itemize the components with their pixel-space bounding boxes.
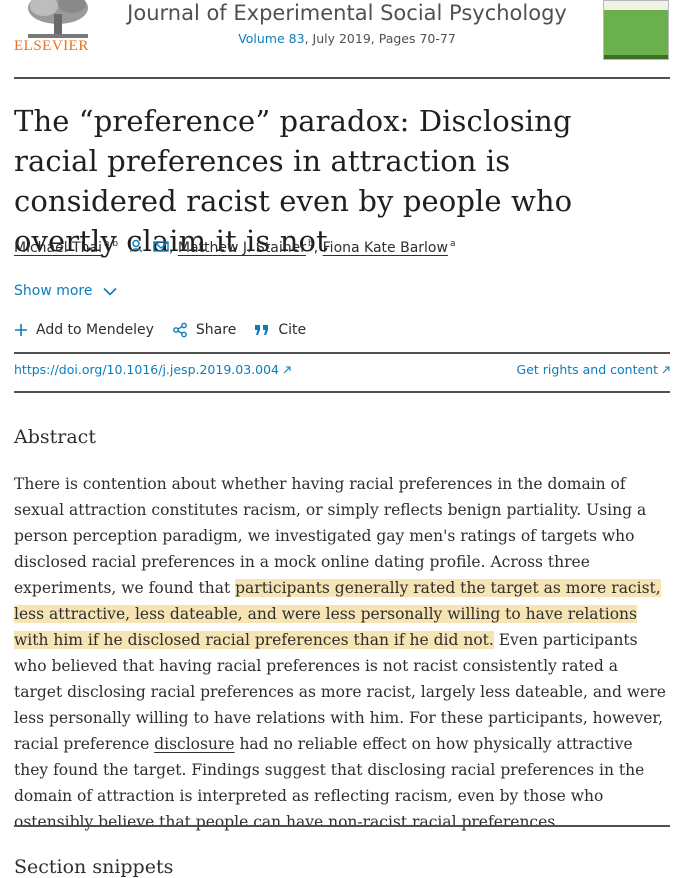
add-to-mendeley-label: Add to Mendeley — [36, 322, 154, 338]
journal-header: ELSEVIER Journal of Experimental Social … — [0, 0, 680, 78]
article-title: The “preference” paradox: Disclosing rac… — [14, 104, 573, 258]
header-divider — [14, 77, 670, 79]
show-more-label: Show more — [14, 283, 93, 299]
share-button[interactable]: Share — [172, 322, 236, 338]
cite-button[interactable]: Cite — [254, 322, 306, 338]
abstract-divider — [14, 825, 670, 827]
author-affiliation-2[interactable]: b — [308, 239, 314, 250]
author-affiliation-3[interactable]: a — [449, 239, 456, 250]
links-divider — [14, 391, 670, 393]
cite-label: Cite — [278, 322, 307, 338]
link-row: https://doi.org/10.1016/j.jesp.2019.03.0… — [14, 362, 670, 377]
author-link-3[interactable]: Fiona Kate Barlow — [322, 240, 448, 256]
elsevier-logo[interactable]: ELSEVIER — [14, 0, 94, 62]
journal-cover-thumbnail[interactable] — [603, 0, 669, 60]
rights-and-content-link[interactable]: Get rights and content — [517, 362, 670, 377]
quote-icon — [255, 325, 269, 335]
author-link-2[interactable]: Matthew J. Stainer — [177, 240, 307, 256]
doi-label: https://doi.org/10.1016/j.jesp.2019.03.0… — [14, 362, 280, 377]
abstract-text: There is contention about whether having… — [14, 471, 670, 835]
journal-info: Journal of Experimental Social Psycholog… — [100, 0, 594, 46]
rights-label: Get rights and content — [516, 362, 658, 377]
author-affiliation-1[interactable]: a b — [103, 239, 119, 250]
abstract-part-2: Even participants who believed that havi… — [14, 631, 666, 753]
elsevier-tree-icon — [22, 0, 94, 40]
author-separator: , — [168, 240, 174, 256]
cover-title-strip — [604, 1, 668, 10]
person-icon[interactable] — [129, 239, 143, 257]
external-link-icon — [283, 366, 291, 373]
chevron-down-icon — [102, 287, 117, 296]
actions-divider — [14, 352, 670, 354]
cover-bottom-bar — [604, 55, 668, 59]
author-link-1[interactable]: Michael Thai — [14, 240, 102, 256]
show-more-button[interactable]: Show more — [14, 283, 117, 299]
publisher-name: ELSEVIER — [14, 38, 89, 54]
abstract-heading: Abstract — [14, 426, 96, 448]
author-separator: , — [313, 240, 319, 256]
issue-info: Volume 83, July 2019, Pages 70-77 — [100, 31, 594, 46]
disclosure-link[interactable]: disclosure — [154, 735, 235, 753]
abstract-part-1: There is contention about whether having… — [14, 475, 647, 597]
external-link-icon — [662, 366, 670, 373]
issue-details: , July 2019, Pages 70-77 — [304, 31, 456, 46]
article-actions: Add to Mendeley Share Cite — [14, 322, 306, 338]
author-list: Michael Thai a b , Matthew J. Stainer b, F… — [14, 239, 654, 257]
email-icon[interactable] — [153, 239, 169, 257]
add-to-mendeley-button[interactable]: Add to Mendeley — [14, 322, 154, 338]
section-snippets-heading: Section snippets — [14, 856, 174, 878]
journal-title[interactable]: Journal of Experimental Social Psycholog… — [127, 1, 567, 25]
share-label: Share — [195, 322, 237, 338]
plus-icon — [15, 324, 27, 336]
share-icon — [173, 322, 187, 338]
doi-link[interactable]: https://doi.org/10.1016/j.jesp.2019.03.0… — [14, 362, 291, 377]
volume-link[interactable]: Volume 83 — [238, 31, 305, 46]
